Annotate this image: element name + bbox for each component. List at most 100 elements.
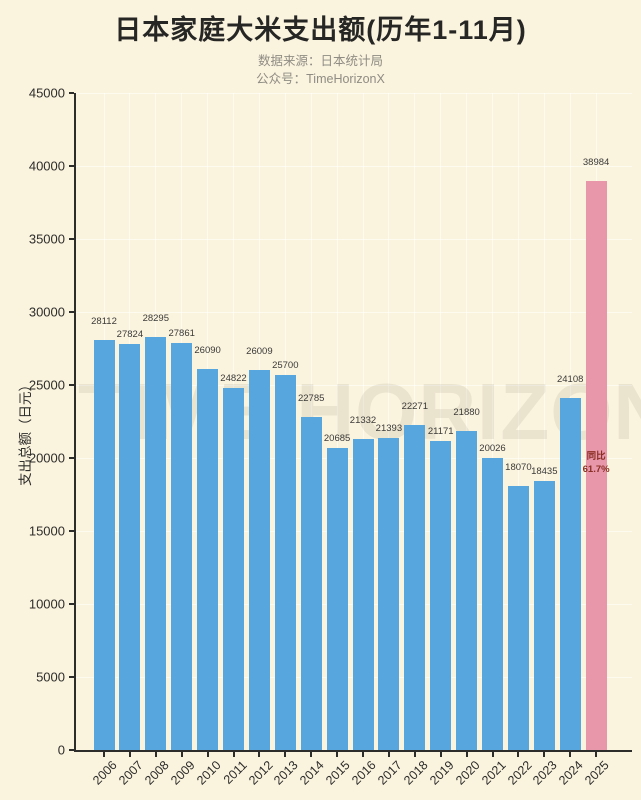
bar-value-label: 20685 [323,432,351,444]
y-axis-tick-label: 15000 [28,523,65,539]
x-axis-tick [491,752,494,757]
y-axis-tick [69,676,74,678]
y-axis-tick-label: 30000 [28,304,65,320]
x-axis-tick [543,752,546,757]
bar-value-label: 21171 [427,425,454,437]
bar-2015 [326,447,348,750]
v-gridline [492,93,493,750]
bar-value-label: 18435 [531,465,558,477]
bar-value-label: 24108 [556,374,584,386]
h-gridline [76,384,632,386]
h-gridline [76,165,632,167]
bar-value-label: 28295 [142,312,170,324]
y-axis-title: 支出总额（日元） [18,378,33,486]
bar-value-label: 18070 [505,462,532,474]
bar-2024 [559,398,581,750]
chart-subtitle-source: 数据来源：日本统计局 [257,54,383,68]
x-axis-tick [103,752,105,757]
v-gridline [414,93,416,750]
x-axis-tick [180,752,183,757]
x-axis-tick [232,752,235,757]
bar-value-label: 20026 [479,442,506,454]
y-axis-line [74,93,76,752]
bar-value-label: 22271 [401,400,429,412]
y-axis-tick [69,457,74,459]
x-axis-tick [569,752,572,757]
y-axis-tick-label: 40000 [28,158,65,174]
h-gridline [76,92,632,94]
y-axis-tick-label: 25000 [28,377,65,393]
x-axis-line [74,750,632,752]
y-axis-tick [69,749,74,751]
bar-value-label: 38984 [582,156,610,168]
bar-value-label: 24822 [220,372,247,384]
bar-2019 [430,440,452,750]
h-gridline [76,238,632,240]
x-axis-tick [439,752,442,757]
y-axis-tick-label: 35000 [28,231,65,247]
bar-value-label: 21332 [349,414,377,426]
bar-value-label: 21880 [453,406,480,418]
bar-value-label: 22785 [297,393,325,405]
y-axis-tick-label: 0 [57,742,65,758]
y-axis-tick-label: 45000 [28,85,65,101]
bar-highlight-2025 [585,180,607,750]
y-axis-tick-label: 5000 [36,669,65,685]
x-axis-tick [310,752,313,757]
bar-2012 [248,370,270,750]
h-gridline [76,311,632,313]
bar-2008 [145,336,167,750]
bar-2020 [456,430,478,750]
bar-2021 [482,457,503,750]
bar-2018 [404,424,426,750]
y-axis-tick [69,92,74,94]
bar-2011 [223,387,244,750]
bar-value-label: 26090 [194,345,221,357]
bar-2017 [378,437,400,750]
y-axis-tick [69,165,74,167]
bar-value-label: 28112 [91,315,117,327]
y-axis-tick [69,238,74,240]
y-axis-tick [69,311,74,313]
bar-value-label: 21393 [375,422,403,434]
chart-subtitle-account: 公众号：TimeHorizonX [256,72,385,86]
bar-value-label: 25700 [272,359,299,371]
y-axis-tick [69,603,74,605]
yoy-annotation-line1: 同比 [586,451,606,462]
x-axis-tick [413,752,416,757]
y-axis-tick-label: 20000 [28,450,65,466]
v-gridline [388,93,390,750]
bar-2007 [119,343,141,750]
v-gridline [543,93,545,750]
y-axis-tick-label: 10000 [28,596,65,612]
yoy-annotation: 同比 61.7% [583,451,610,477]
bar-2022 [507,486,529,750]
bar-2016 [352,438,374,750]
x-axis-tick [595,752,598,757]
bar-2006 [93,339,115,750]
x-axis-tick [154,752,157,757]
bar-value-label: 26009 [246,346,273,358]
v-gridline [466,93,468,750]
bar-2010 [197,369,219,750]
x-axis-tick [206,752,209,757]
x-axis-tick [465,752,468,757]
x-axis-tick [258,752,261,757]
v-gridline [336,93,338,750]
x-axis-tick [128,752,131,757]
x-axis-tick [336,752,339,757]
v-gridline [362,93,364,750]
bar-2013 [274,374,296,750]
x-axis-tick [284,752,287,757]
x-axis-tick [517,752,520,757]
v-gridline [440,93,442,750]
v-gridline [517,93,519,750]
chart-title: 日本家庭大米支出额(历年1-11月) [114,15,527,45]
bar-2014 [300,417,322,750]
y-axis-tick [69,384,74,386]
bar-2009 [171,343,193,750]
bar-value-label: 27861 [168,328,195,340]
x-axis-tick [362,752,364,757]
bar-2023 [533,480,555,750]
y-axis-tick [69,530,74,532]
